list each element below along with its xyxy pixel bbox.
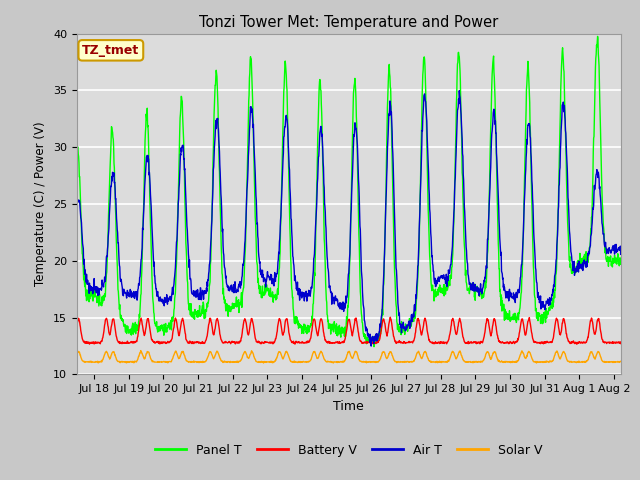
Battery V bbox=[73, 324, 81, 329]
Panel T bbox=[566, 264, 574, 270]
X-axis label: Time: Time bbox=[333, 400, 364, 413]
Panel T bbox=[370, 344, 378, 349]
Panel T bbox=[73, 142, 81, 148]
Air T bbox=[627, 246, 635, 252]
Battery V bbox=[566, 340, 574, 346]
Air T bbox=[566, 242, 574, 248]
Line: Solar V: Solar V bbox=[77, 350, 631, 363]
Line: Air T: Air T bbox=[77, 91, 631, 346]
Solar V bbox=[566, 359, 574, 364]
Solar V bbox=[340, 359, 348, 365]
Air T bbox=[485, 200, 493, 206]
Air T bbox=[159, 300, 167, 306]
Legend: Panel T, Battery V, Air T, Solar V: Panel T, Battery V, Air T, Solar V bbox=[150, 439, 548, 462]
Air T bbox=[329, 294, 337, 300]
Panel T bbox=[485, 209, 493, 215]
Text: TZ_tmet: TZ_tmet bbox=[82, 44, 140, 57]
Panel T bbox=[329, 322, 337, 327]
Air T bbox=[621, 246, 628, 252]
Solar V bbox=[485, 352, 493, 358]
Battery V bbox=[340, 338, 348, 344]
Solar V bbox=[160, 359, 168, 364]
Battery V bbox=[86, 341, 93, 347]
Battery V bbox=[387, 314, 394, 320]
Battery V bbox=[330, 340, 337, 346]
Air T bbox=[456, 88, 463, 94]
Battery V bbox=[160, 339, 168, 345]
Y-axis label: Temperature (C) / Power (V): Temperature (C) / Power (V) bbox=[35, 122, 47, 286]
Battery V bbox=[485, 324, 493, 330]
Solar V bbox=[621, 350, 628, 356]
Solar V bbox=[627, 352, 635, 358]
Panel T bbox=[339, 325, 347, 331]
Title: Tonzi Tower Met: Temperature and Power: Tonzi Tower Met: Temperature and Power bbox=[199, 15, 499, 30]
Solar V bbox=[330, 360, 337, 366]
Panel T bbox=[621, 244, 628, 250]
Line: Panel T: Panel T bbox=[77, 36, 631, 347]
Battery V bbox=[621, 322, 628, 327]
Panel T bbox=[159, 326, 167, 332]
Line: Battery V: Battery V bbox=[77, 317, 631, 344]
Air T bbox=[73, 202, 81, 208]
Solar V bbox=[137, 348, 145, 353]
Solar V bbox=[73, 352, 81, 358]
Air T bbox=[339, 302, 347, 308]
Solar V bbox=[330, 360, 337, 365]
Air T bbox=[367, 343, 375, 349]
Battery V bbox=[627, 323, 635, 329]
Panel T bbox=[627, 33, 635, 38]
